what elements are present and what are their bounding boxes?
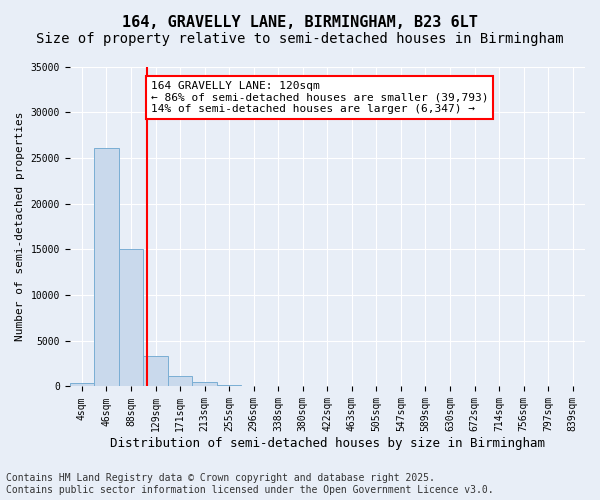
Text: Contains HM Land Registry data © Crown copyright and database right 2025.
Contai: Contains HM Land Registry data © Crown c… [6, 474, 494, 495]
Y-axis label: Number of semi-detached properties: Number of semi-detached properties [15, 112, 25, 341]
Text: Size of property relative to semi-detached houses in Birmingham: Size of property relative to semi-detach… [36, 32, 564, 46]
Bar [217, 384, 241, 386]
X-axis label: Distribution of semi-detached houses by size in Birmingham: Distribution of semi-detached houses by … [110, 437, 545, 450]
Bar [193, 382, 217, 386]
Bar [143, 356, 168, 386]
Text: 164, GRAVELLY LANE, BIRMINGHAM, B23 6LT: 164, GRAVELLY LANE, BIRMINGHAM, B23 6LT [122, 15, 478, 30]
Bar [119, 249, 143, 386]
Text: 164 GRAVELLY LANE: 120sqm
← 86% of semi-detached houses are smaller (39,793)
14%: 164 GRAVELLY LANE: 120sqm ← 86% of semi-… [151, 81, 488, 114]
Bar [70, 383, 94, 386]
Bar [168, 376, 193, 386]
Bar [94, 148, 119, 386]
